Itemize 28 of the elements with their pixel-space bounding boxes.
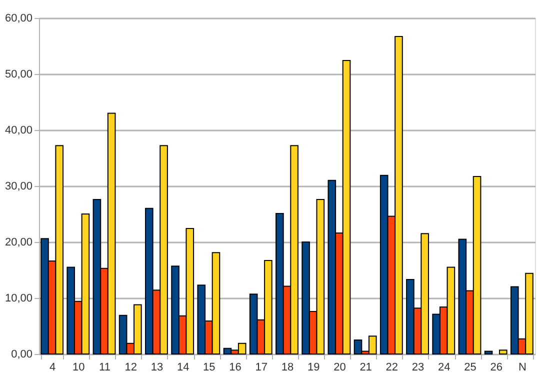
y-tick-label: 50,00 [4, 68, 32, 80]
x-tick-label: 15 [203, 362, 216, 374]
y-tick-label: 10,00 [4, 292, 32, 304]
x-tick-label: 24 [438, 362, 450, 374]
x-tick-label: 26 [490, 362, 502, 374]
x-tick-label: 19 [307, 362, 320, 374]
x-tick-label: 22 [386, 362, 398, 374]
y-tick-label: 40,00 [4, 124, 32, 136]
x-tick-label: 4 [49, 362, 56, 374]
x-tick-label: 13 [150, 362, 164, 374]
x-tick-label: 14 [176, 362, 190, 374]
bar [498, 350, 508, 354]
x-tick-label: 20 [334, 362, 346, 374]
y-tick-label: 60,00 [4, 12, 32, 24]
x-tick-label: 21 [360, 362, 372, 374]
y-tick-label: 0,00 [11, 348, 32, 360]
x-tick-label: 10 [72, 362, 85, 374]
x-tick-label: 17 [255, 362, 268, 374]
y-tick-label: 20,00 [4, 236, 32, 248]
x-tick-label: 11 [99, 362, 110, 374]
x-tick-label: 12 [124, 362, 137, 374]
x-tick-label: N [518, 362, 526, 374]
x-tick-label: 18 [281, 362, 294, 374]
x-tick-label: 23 [412, 362, 424, 374]
x-tick-label: 25 [464, 362, 476, 374]
y-tick-label: 30,00 [4, 180, 32, 192]
bar [484, 350, 493, 354]
x-tick-label: 16 [229, 362, 242, 374]
